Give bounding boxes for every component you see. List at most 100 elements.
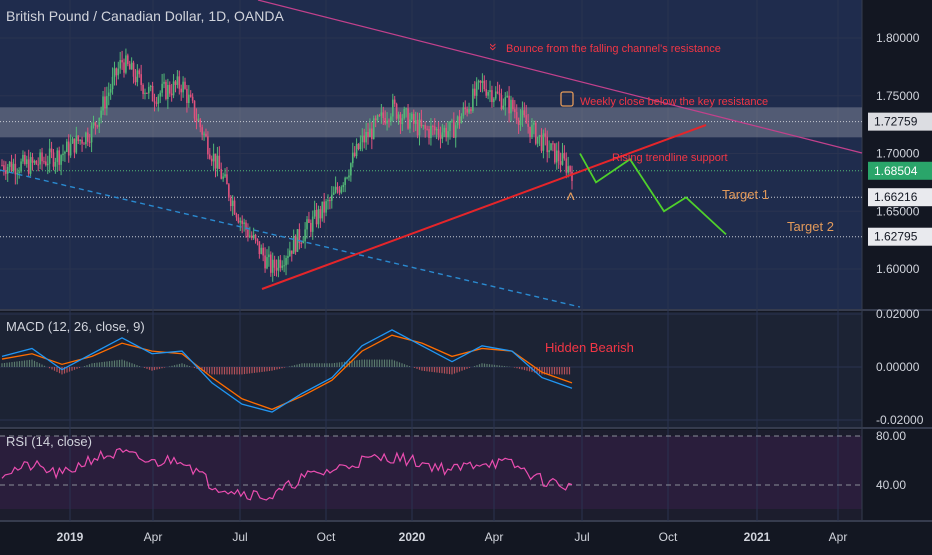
target-1-label: Target 1 [722,187,769,202]
candle-body [109,89,112,93]
candle-body [189,94,192,97]
bounce-marker-icon: » [486,43,502,51]
candle-body [31,157,34,163]
candle-body [222,176,224,179]
candle-body [283,265,285,267]
candle-body [39,152,41,165]
candle-body [420,119,423,127]
rsi-title: RSI (14, close) [6,434,92,449]
candle-body [555,150,558,163]
candle-body [210,158,213,162]
candle-body [119,60,121,69]
candle-body [208,154,211,159]
x-tick-label: Apr [829,530,848,544]
candle-body [350,163,352,176]
candle-body [512,99,514,110]
candle-body [464,107,467,110]
candle-body [327,200,329,202]
symbol-title: British Pound / Canadian Dollar, 1D, OAN… [6,8,284,24]
candle-body [29,157,32,174]
candle-body [33,160,36,163]
candle-body [342,184,345,188]
candle-body [41,152,43,162]
candle-body [536,136,539,144]
candle-body [369,128,371,138]
candle-body [199,119,202,128]
x-tick-label: Oct [659,530,678,544]
candle-body [443,127,446,133]
candle-body [147,87,150,94]
candle-body [353,152,356,157]
candle-body [128,64,131,70]
candle-body [104,96,106,109]
candle-body [285,258,287,266]
price-label: 1.62795 [874,230,918,244]
candle-body [494,91,497,99]
candle-body [102,96,104,111]
candle-body [144,92,146,95]
candle-body [243,222,245,224]
candle-body [155,102,158,104]
candle-body [205,133,207,137]
candle-body [125,55,127,73]
candle-body [346,177,348,179]
candle-body [50,148,53,153]
candle-body [563,152,566,159]
candle-body [48,148,51,164]
candle-body [165,81,167,99]
candle-body [161,83,163,93]
price-label: 1.72759 [874,115,918,129]
candle-body [310,222,312,232]
candle-body [16,172,19,175]
candle-body [493,98,495,103]
candle-body [117,68,120,76]
price-tick-label: 1.80000 [876,31,920,45]
candle-body [168,84,171,94]
candle-body [399,114,402,125]
x-tick-label: Apr [485,530,504,544]
candle-body [390,116,392,122]
candle-body [538,135,541,137]
candle-body [514,109,516,113]
candle-body [218,155,221,169]
candle-body [281,265,284,268]
candle-body [445,127,447,138]
candle-body [273,259,276,268]
annotation-bounce: Bounce from the falling channel's resist… [506,43,721,55]
candle-body [439,134,442,139]
candle-body [6,166,9,174]
candle-body [519,117,522,125]
candle-body [86,132,89,142]
rsi-line [1,447,573,501]
dashed-support-line [0,169,581,308]
candle-body [250,235,253,238]
x-tick-label: Apr [144,530,163,544]
candle-body [115,68,118,76]
candle-body [287,255,289,259]
candle-body [134,76,137,83]
candle-body [533,122,535,125]
candle-body [462,107,465,117]
candle-body [302,241,305,244]
candle-body [412,113,415,124]
candle-body [254,234,257,239]
candle-body [83,143,85,145]
candle-body [37,164,40,166]
candle-body [271,259,274,273]
rsi-band [0,436,862,509]
candle-body [71,138,74,144]
candle-body [298,229,301,244]
candle-body [355,143,358,157]
candle-body [184,81,186,89]
candle-body [329,200,331,202]
candle-body [191,96,194,101]
candle-body [201,127,203,135]
candle-body [557,150,560,162]
candle-body [319,209,322,219]
candle-body [317,209,320,225]
candle-body [136,70,139,83]
candle-body [69,143,72,156]
candle-body [203,133,205,135]
